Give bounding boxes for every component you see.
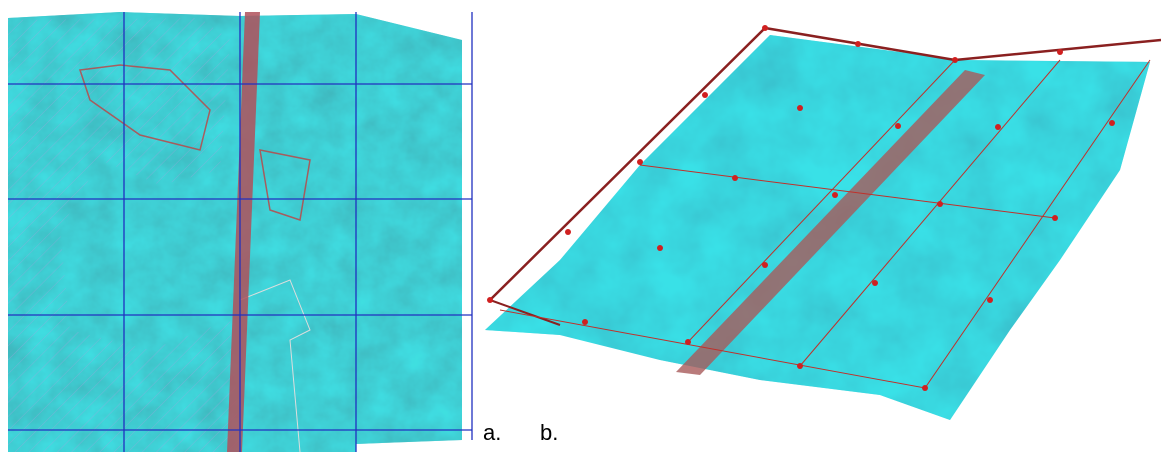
control-point — [995, 124, 1001, 130]
control-point — [797, 363, 803, 369]
control-point — [565, 229, 571, 235]
figure: a. b. — [0, 0, 1161, 452]
panel-label: b. — [540, 420, 558, 445]
panel-b — [485, 25, 1161, 420]
control-point — [832, 192, 838, 198]
control-point — [702, 92, 708, 98]
control-point — [952, 57, 958, 63]
control-point — [732, 175, 738, 181]
control-point — [1109, 120, 1115, 126]
panel-a — [8, 12, 472, 452]
control-point — [872, 280, 878, 286]
control-point — [487, 297, 493, 303]
control-point — [762, 25, 768, 31]
control-point — [855, 41, 861, 47]
control-point — [937, 201, 943, 207]
control-point — [987, 297, 993, 303]
control-point — [1052, 215, 1058, 221]
page: a. b. (() => { const data = JSON.parse(d… — [0, 0, 1161, 452]
panel-label: a. — [483, 420, 501, 445]
control-point — [762, 262, 768, 268]
control-point — [797, 105, 803, 111]
control-point — [922, 385, 928, 391]
control-point — [657, 245, 663, 251]
control-point — [582, 319, 588, 325]
control-point — [637, 159, 643, 165]
control-point — [685, 339, 691, 345]
control-point — [1057, 49, 1063, 55]
control-point — [895, 123, 901, 129]
